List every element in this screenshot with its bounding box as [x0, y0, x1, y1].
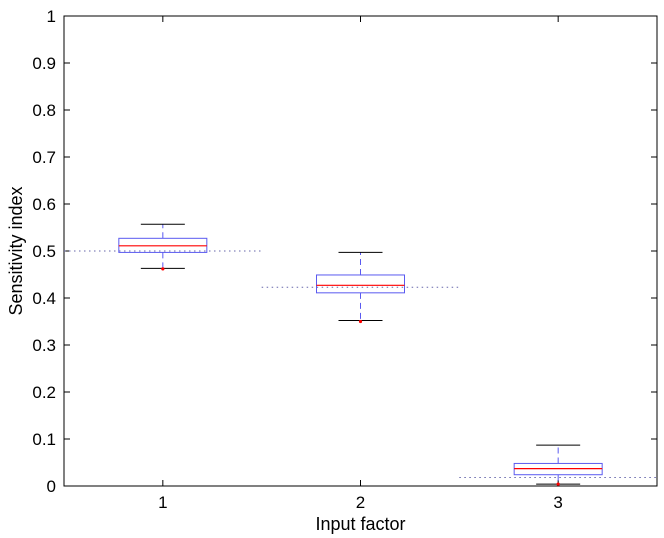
x-tick-label: 3	[553, 493, 562, 512]
y-tick-label: 0.7	[32, 148, 56, 167]
y-tick-label: 0.8	[32, 101, 56, 120]
y-tick-label: 0.4	[32, 289, 56, 308]
box-2	[316, 251, 405, 324]
y-tick-label: 0.9	[32, 54, 56, 73]
y-axis: 0 0.1 0.2 0.3 0.4 0.5 0.6 0.7 0.8 0.9 1	[32, 7, 657, 496]
x-tick-label: 1	[158, 493, 167, 512]
y-axis-label: Sensitivity index	[6, 186, 26, 315]
boxes	[118, 223, 603, 486]
x-axis-label: Input factor	[315, 514, 405, 534]
plot-area	[63, 15, 658, 487]
outlier-point	[358, 319, 363, 324]
y-tick-label: 0.6	[32, 195, 56, 214]
y-tick-label: 0.5	[32, 242, 56, 261]
y-tick-label: 0.3	[32, 336, 56, 355]
x-tick-label: 2	[356, 493, 365, 512]
y-tick-label: 1	[47, 7, 56, 26]
y-tick-label: 0.1	[32, 430, 56, 449]
y-tick-label: 0	[47, 477, 56, 496]
box-3	[513, 444, 603, 486]
outlier-point	[161, 267, 165, 271]
x-axis: 1 2 3	[158, 16, 563, 512]
iqr-box	[316, 274, 405, 294]
outlier-point	[556, 482, 560, 486]
box-1	[118, 223, 208, 271]
y-tick-label: 0.2	[32, 383, 56, 402]
